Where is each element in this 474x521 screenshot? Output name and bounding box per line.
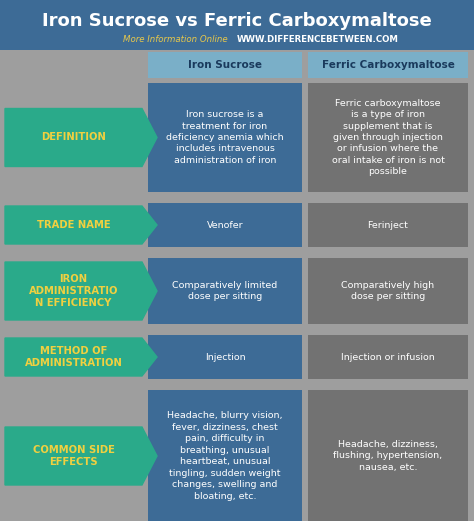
Text: Comparatively limited
dose per sitting: Comparatively limited dose per sitting [173, 281, 278, 301]
Polygon shape [148, 335, 302, 379]
Polygon shape [308, 390, 468, 521]
Polygon shape [308, 203, 468, 247]
Polygon shape [0, 0, 474, 50]
Polygon shape [148, 52, 302, 78]
Text: Venofer: Venofer [207, 220, 243, 229]
Text: Headache, dizziness,
flushing, hypertension,
nausea, etc.: Headache, dizziness, flushing, hypertens… [333, 440, 443, 472]
Polygon shape [5, 206, 157, 244]
Text: Ferinject: Ferinject [367, 220, 409, 229]
Polygon shape [5, 338, 157, 376]
Text: WWW.DIFFERENCEBETWEEN.COM: WWW.DIFFERENCEBETWEEN.COM [237, 34, 399, 43]
Polygon shape [148, 258, 302, 324]
Text: Headache, blurry vision,
fever, dizziness, chest
pain, difficulty in
breathing, : Headache, blurry vision, fever, dizzines… [167, 412, 283, 501]
Text: Comparatively high
dose per sitting: Comparatively high dose per sitting [341, 281, 435, 301]
Polygon shape [148, 203, 302, 247]
Polygon shape [148, 390, 302, 521]
Text: Injection: Injection [205, 353, 246, 362]
Polygon shape [5, 262, 157, 320]
Text: Iron Sucrose: Iron Sucrose [188, 60, 262, 70]
Polygon shape [5, 108, 157, 167]
Text: COMMON SIDE
EFFECTS: COMMON SIDE EFFECTS [33, 445, 114, 467]
Polygon shape [308, 52, 468, 78]
Polygon shape [308, 335, 468, 379]
Polygon shape [308, 258, 468, 324]
Text: Ferric carboxymaltose
is a type of iron
supplement that is
given through injecti: Ferric carboxymaltose is a type of iron … [331, 98, 445, 176]
Polygon shape [308, 83, 468, 192]
Text: TRADE NAME: TRADE NAME [36, 220, 110, 230]
Polygon shape [5, 427, 157, 485]
Text: Ferric Carboxymaltose: Ferric Carboxymaltose [321, 60, 455, 70]
Text: METHOD OF
ADMINISTRATION: METHOD OF ADMINISTRATION [25, 346, 122, 368]
Text: DEFINITION: DEFINITION [41, 132, 106, 143]
Text: Iron Sucrose vs Ferric Carboxymaltose: Iron Sucrose vs Ferric Carboxymaltose [42, 12, 432, 30]
Text: Iron sucrose is a
treatment for iron
deficiency anemia which
includes intravenou: Iron sucrose is a treatment for iron def… [166, 110, 284, 165]
Text: Injection or infusion: Injection or infusion [341, 353, 435, 362]
Polygon shape [148, 83, 302, 192]
Text: More Information Online: More Information Online [123, 34, 228, 43]
Text: IRON
ADMINISTRATIO
N EFFICIENCY: IRON ADMINISTRATIO N EFFICIENCY [29, 275, 118, 307]
